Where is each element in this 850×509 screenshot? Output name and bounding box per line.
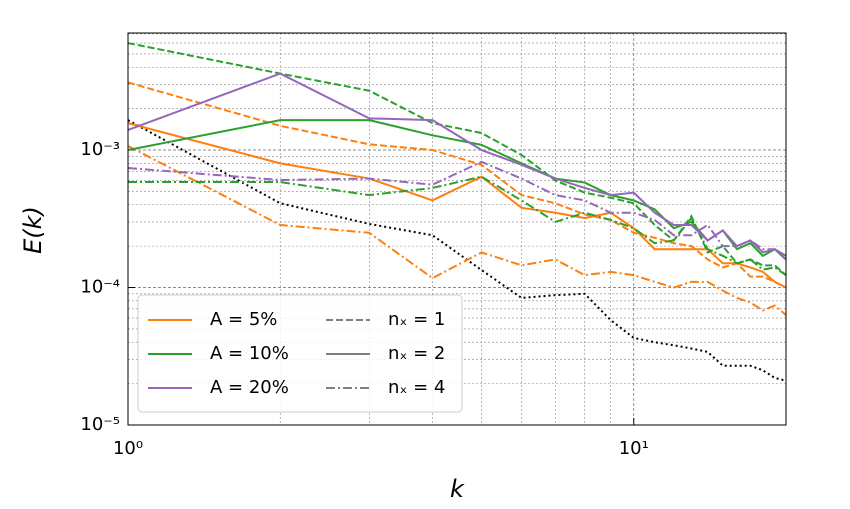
y-tick-label: 10⁻⁴ — [80, 277, 120, 298]
y-tick-label: 10⁻⁵ — [80, 414, 120, 435]
legend-label: A = 5% — [210, 309, 277, 330]
legend-label: A = 10% — [210, 343, 289, 364]
legend-label: A = 20% — [210, 377, 289, 398]
series-line — [128, 42, 786, 276]
series-line — [128, 160, 786, 261]
y-tick-label: 10⁻³ — [80, 139, 120, 160]
legend-label: nₓ = 1 — [388, 309, 445, 330]
series-line — [128, 122, 786, 289]
series-line — [128, 145, 786, 316]
x-tick-label: 10¹ — [619, 438, 649, 459]
y-axis-label: E(k) — [19, 206, 47, 254]
legend-label: nₓ = 4 — [388, 377, 445, 398]
x-axis-label: k — [450, 475, 465, 503]
series-line — [128, 119, 786, 261]
legend-label: nₓ = 2 — [388, 343, 445, 364]
series-line — [128, 72, 786, 257]
x-tick-label: 10⁰ — [113, 438, 143, 459]
plot-frame — [127, 32, 787, 426]
legend-box — [137, 294, 463, 413]
series-line — [128, 81, 786, 289]
series-line — [128, 175, 786, 276]
